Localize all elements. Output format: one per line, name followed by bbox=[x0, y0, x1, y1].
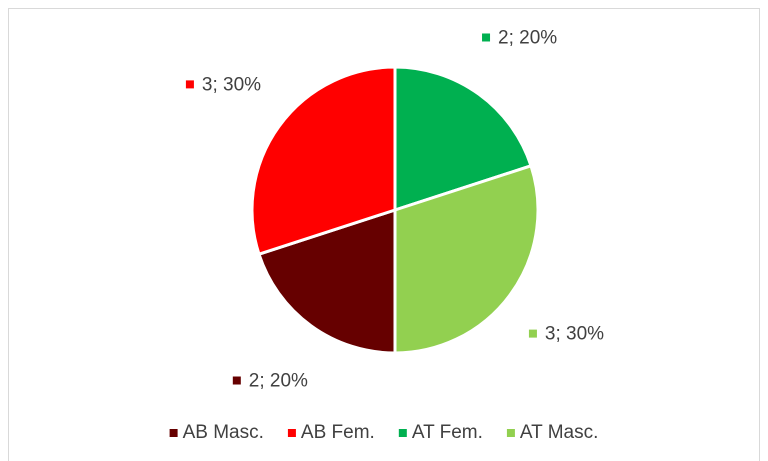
legend-label: AB Fem. bbox=[301, 422, 375, 443]
data-label: 3; 30% bbox=[202, 74, 261, 95]
data-label-marker bbox=[185, 80, 194, 89]
data-label-marker bbox=[528, 329, 537, 338]
legend-marker bbox=[287, 429, 296, 437]
legend-label: AB Masc. bbox=[183, 422, 264, 443]
data-label: 3; 30% bbox=[545, 324, 604, 345]
data-label: 2; 20% bbox=[498, 28, 557, 49]
pie-slice bbox=[250, 65, 397, 257]
data-label-marker bbox=[232, 376, 241, 385]
legend-marker bbox=[398, 429, 407, 437]
pie-slice bbox=[393, 65, 533, 213]
pie-slice bbox=[393, 163, 540, 355]
legend-label: AT Fem. bbox=[412, 422, 483, 443]
pie-slice bbox=[257, 207, 397, 355]
legend-marker bbox=[169, 429, 178, 437]
data-label-marker bbox=[482, 33, 491, 42]
legend-marker bbox=[506, 429, 515, 437]
data-label: 2; 20% bbox=[249, 371, 308, 392]
legend-label: AT Masc. bbox=[520, 422, 598, 443]
